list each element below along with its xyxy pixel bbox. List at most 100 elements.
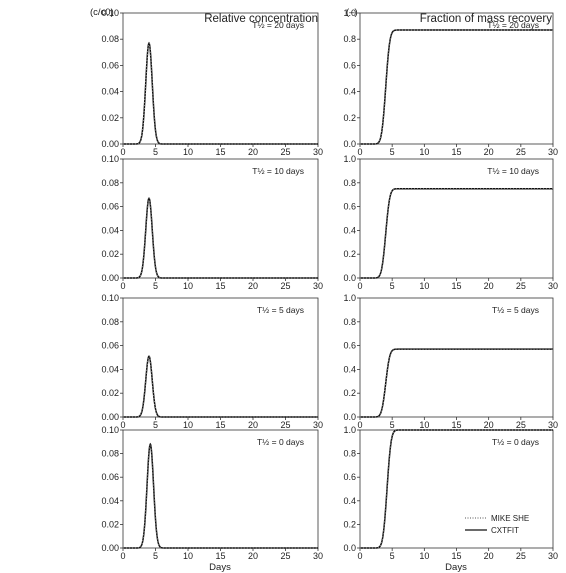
x-tick-label: 25: [280, 147, 290, 157]
chart-panel-right-2: 0.0 0.2 0.4 0.6 0.8 1.0 0 5 10 15 20 25 30 T½ = 5 day…: [343, 293, 558, 430]
x-tick-label: 10: [183, 147, 193, 157]
mike-she-line: [123, 197, 318, 279]
x-tick-label: 10: [183, 420, 193, 430]
x-tick-label: 30: [313, 281, 323, 291]
x-tick-label: 30: [548, 281, 558, 291]
y-tick-label: 0.8: [343, 449, 356, 459]
x-tick-label: 10: [419, 281, 429, 291]
x-tick-label: 15: [215, 281, 225, 291]
x-tick-label: 30: [548, 551, 558, 561]
y-tick-label: 0.08: [101, 34, 119, 44]
chart-panel-right-0: 0.0 0.2 0.4 0.6 0.8 1.0 0 5 10 15 20 25 30 T½ = 20 da…: [343, 8, 558, 157]
x-tick-label: 30: [313, 420, 323, 430]
mike-she-line: [123, 443, 318, 549]
x-tick-label: 25: [280, 420, 290, 430]
x-tick-label: 10: [419, 147, 429, 157]
x-tick-label: 20: [484, 281, 494, 291]
cxtfit-line: [123, 355, 318, 418]
x-tick-label: 25: [516, 147, 526, 157]
x-tick-label: 25: [516, 281, 526, 291]
y-tick-label: 0.02: [101, 249, 119, 259]
x-tick-label: 0: [120, 147, 125, 157]
y-tick-label: 0.8: [343, 317, 356, 327]
y-tick-label: 0.02: [101, 113, 119, 123]
x-tick-label: 0: [120, 281, 125, 291]
x-tick-label: 20: [484, 147, 494, 157]
y-tick-label: 0.06: [101, 202, 119, 212]
x-tick-label: 25: [516, 420, 526, 430]
half-life-annotation: T½ = 0 days: [257, 437, 304, 447]
y-tick-label: 0.04: [101, 364, 119, 374]
x-tick-label: 10: [183, 281, 193, 291]
y-tick-label: 0.06: [101, 472, 119, 482]
x-tick-label: 5: [390, 281, 395, 291]
chart-panel-right-1: 0.0 0.2 0.4 0.6 0.8 1.0 0 5 10 15 20 25 30 T½ = 10 da…: [343, 154, 558, 291]
left-unit-label: (c/c0): [90, 7, 114, 18]
half-life-annotation: T½ = 10 days: [487, 166, 539, 176]
legend-label-mike-she: MIKE SHE: [491, 514, 529, 523]
y-tick-label: 0.0: [343, 412, 356, 422]
mike-she-line: [360, 29, 553, 145]
x-tick-label: 5: [390, 551, 395, 561]
x-tick-label: 15: [215, 147, 225, 157]
mike-she-line: [360, 188, 553, 279]
x-tick-label: 15: [451, 420, 461, 430]
y-tick-label: 0.00: [101, 139, 119, 149]
x-tick-label: 5: [153, 281, 158, 291]
x-tick-label: 15: [215, 420, 225, 430]
x-tick-label: 5: [153, 551, 158, 561]
cxtfit-line: [123, 442, 318, 549]
x-tick-label: 10: [419, 551, 429, 561]
x-tick-label: 15: [215, 551, 225, 561]
y-tick-label: 0.04: [101, 225, 119, 235]
x-tick-label: 30: [548, 147, 558, 157]
half-life-annotation: T½ = 0 days: [492, 437, 539, 447]
half-life-annotation: T½ = 10 days: [252, 166, 304, 176]
chart-panel-left-3: 0.00 0.02 0.04 0.06 0.08 0.10 0 5 10 15 20 25 30 T½ =…: [101, 425, 323, 561]
y-tick-label: 0.10: [101, 425, 119, 435]
cxtfit-line: [123, 41, 318, 145]
y-tick-label: 0.06: [101, 60, 119, 70]
half-life-annotation: T½ = 5 days: [492, 305, 539, 315]
chart-panel-left-0: 0.00 0.02 0.04 0.06 0.08 0.10 0 5 10 15 20 25 30 T½ =…: [101, 8, 323, 157]
chart-panel-left-2: 0.00 0.02 0.04 0.06 0.08 0.10 0 5 10 15 20 25 30 T½ =…: [101, 293, 323, 430]
half-life-annotation: T½ = 20 days: [487, 20, 539, 30]
y-tick-label: 0.0: [343, 543, 356, 553]
y-tick-label: 0.04: [101, 87, 119, 97]
x-tick-label: 10: [183, 551, 193, 561]
y-tick-label: 0.00: [101, 412, 119, 422]
y-tick-label: 0.0: [343, 139, 356, 149]
y-tick-label: 0.08: [101, 178, 119, 188]
cxtfit-line: [360, 348, 553, 418]
x-tick-label: 0: [120, 420, 125, 430]
y-tick-label: 0.00: [101, 273, 119, 283]
chart-panel-right-3: 0.0 0.2 0.4 0.6 0.8 1.0 0 5 10 15 20 25 30 T½ = 0 day…: [343, 425, 558, 561]
chart-panel-left-1: 0.00 0.02 0.04 0.06 0.08 0.10 0 5 10 15 20 25 30 T½ =…: [101, 154, 323, 291]
x-tick-label: 15: [451, 281, 461, 291]
x-tick-label: 20: [484, 420, 494, 430]
x-tick-label: 25: [516, 551, 526, 561]
cxtfit-line: [123, 197, 318, 279]
y-tick-label: 0.08: [101, 449, 119, 459]
x-tick-label: 5: [153, 420, 158, 430]
x-tick-label: 0: [357, 420, 362, 430]
y-tick-label: 1.0: [343, 154, 356, 164]
y-tick-label: 0.6: [343, 341, 356, 351]
y-tick-label: 0.04: [101, 496, 119, 506]
y-tick-label: 0.4: [343, 364, 356, 374]
y-tick-label: 0.6: [343, 60, 356, 70]
x-tick-label: 0: [357, 551, 362, 561]
mike-she-line: [360, 348, 553, 418]
x-tick-label: 20: [248, 281, 258, 291]
x-tick-label: 5: [153, 147, 158, 157]
left-title: Relative concentration: [204, 13, 318, 25]
right-unit-label: (–): [346, 7, 358, 18]
y-tick-label: 0.10: [101, 154, 119, 164]
half-life-annotation: T½ = 20 days: [252, 20, 304, 30]
x-tick-label: 5: [390, 147, 395, 157]
mike-she-line: [123, 42, 318, 145]
y-tick-label: 1.0: [343, 8, 356, 18]
y-tick-label: 0.8: [343, 178, 356, 188]
x-tick-label: 0: [357, 281, 362, 291]
x-tick-label: 25: [280, 281, 290, 291]
